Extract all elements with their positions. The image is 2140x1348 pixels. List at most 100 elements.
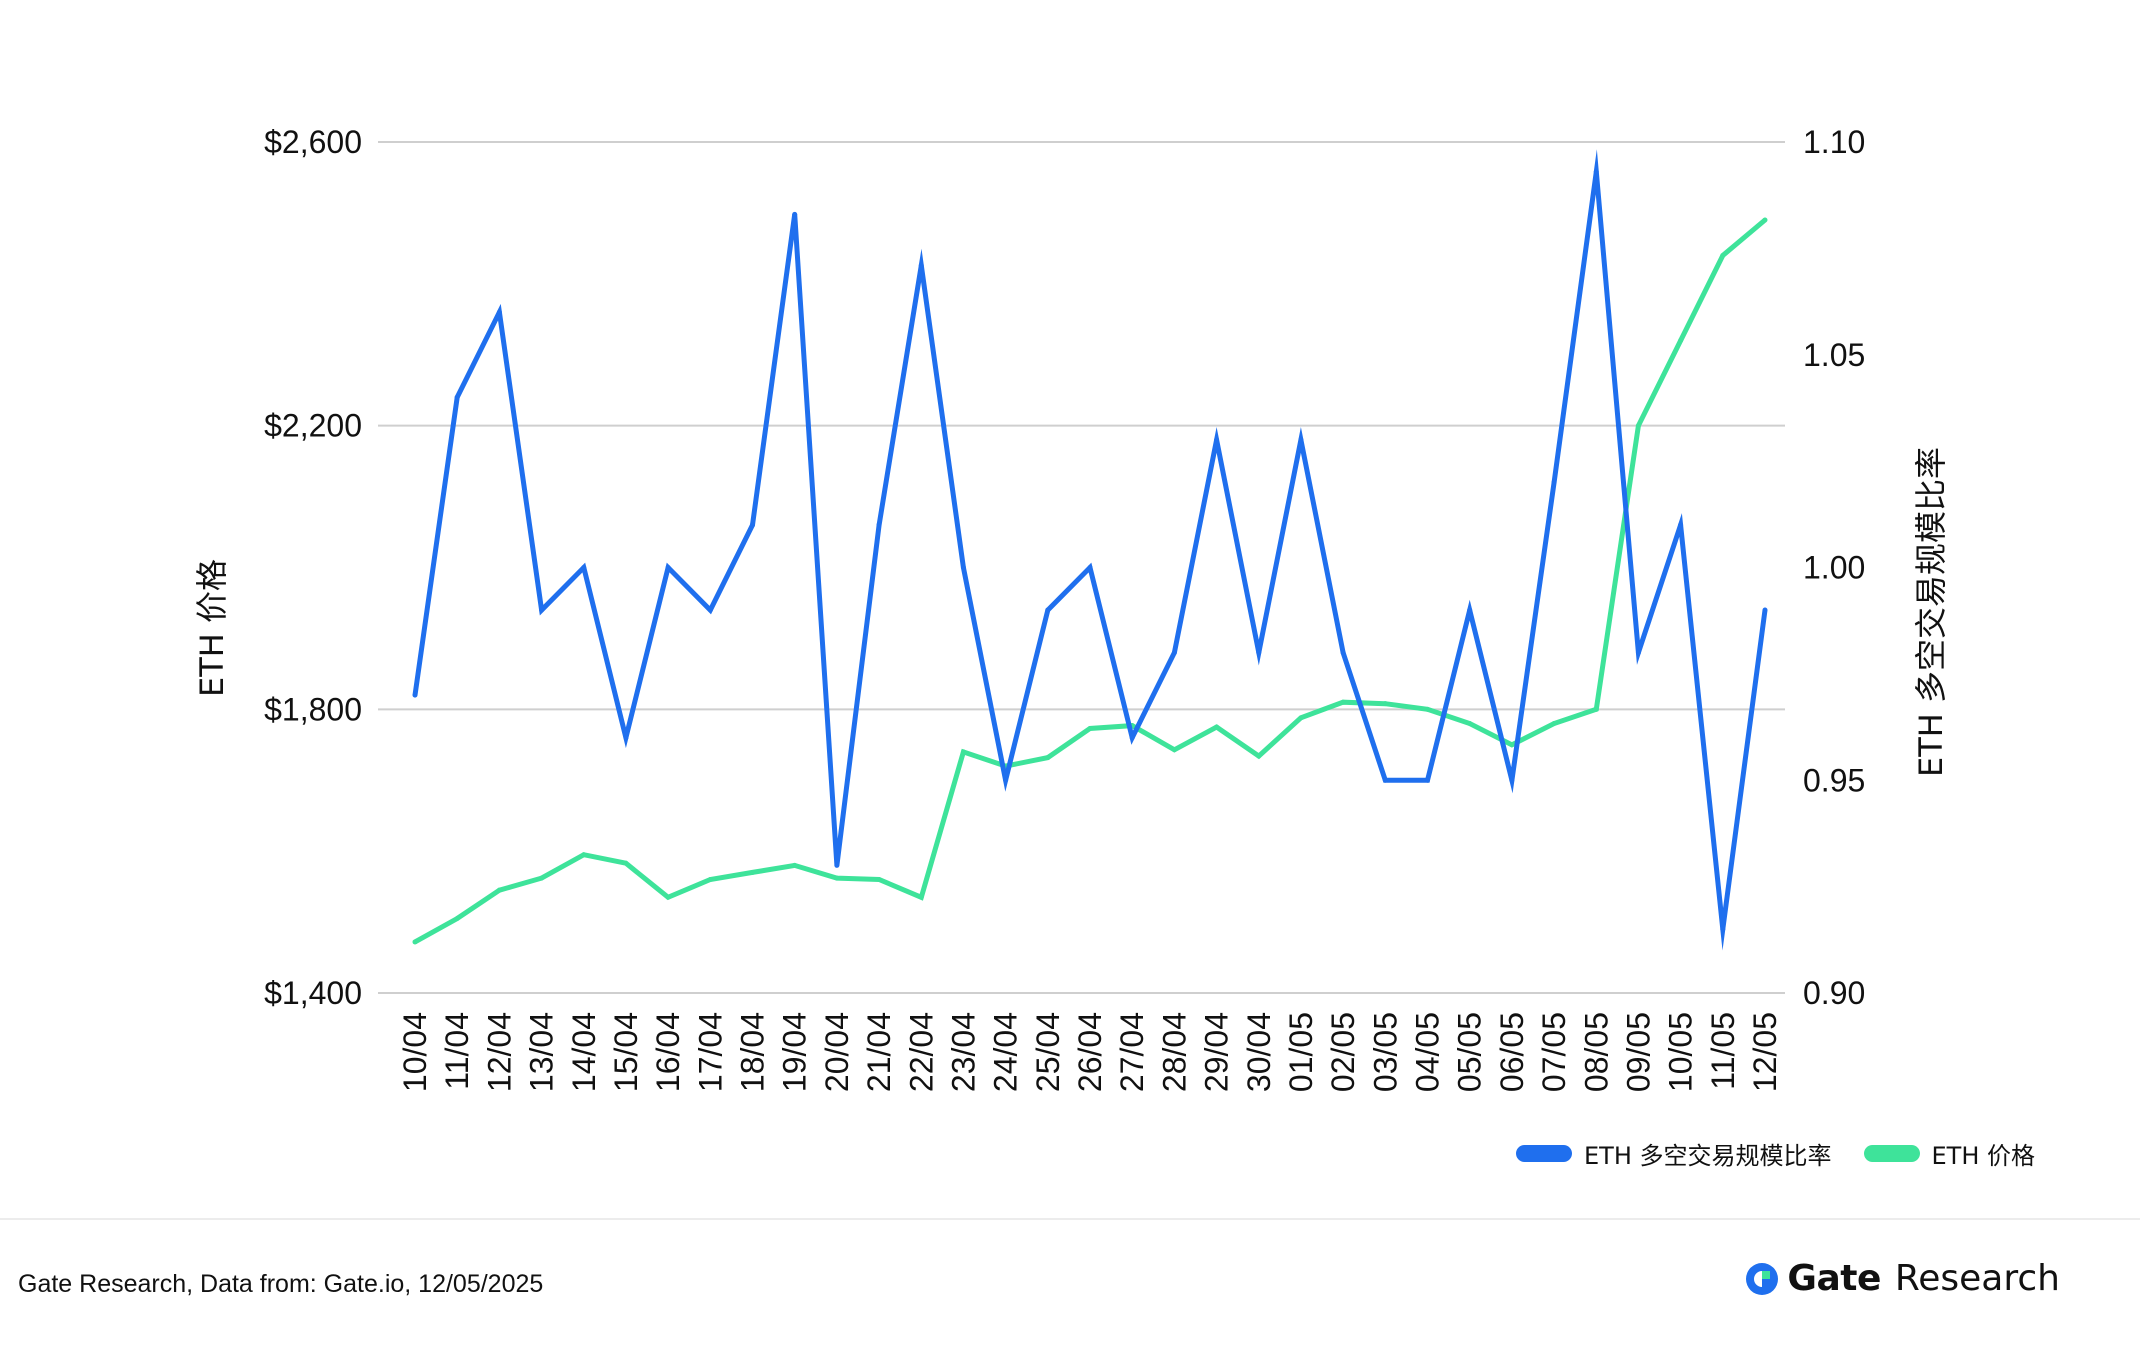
x-tick-label: 02/05 [1325,1012,1361,1092]
data-point-ratio [1382,777,1388,783]
data-point-price [1678,338,1684,344]
right-tick-label: 0.95 [1803,762,1865,798]
x-tick-label: 04/05 [1410,1012,1446,1092]
legend-item-price[interactable]: ETH 价格 [1863,1136,2036,1171]
series-line-ratio [412,149,1768,951]
data-point-ratio [581,565,587,570]
data-point-ratio [623,735,629,741]
data-point-price [623,860,629,866]
data-point-price [876,877,882,883]
right-axis-title: ETH 多空交易规模比率 [1912,447,1950,777]
data-point-ratio [1045,607,1051,613]
data-point-ratio [1593,169,1599,175]
data-point-price [1509,742,1515,748]
x-tick-label: 21/04 [861,1012,897,1092]
data-point-price [1551,721,1557,727]
footer-divider [0,1218,2140,1220]
legend-swatch-ratio [1516,1145,1572,1162]
data-point-price [1720,252,1726,258]
grid-lines [378,141,1785,994]
data-point-ratio [1509,777,1515,783]
x-tick-label: 18/04 [735,1012,771,1092]
left-axis-title: ETH 价格 [193,559,231,697]
legend-swatch-price [1863,1145,1920,1162]
data-point-price [834,875,840,881]
data-point-price [1340,699,1346,705]
data-point-price [539,875,545,881]
x-tick-label: 05/05 [1452,1012,1488,1092]
data-point-price [1256,753,1262,759]
data-point-ratio [1003,777,1009,783]
data-point-price [454,916,460,922]
x-tick-label: 15/04 [608,1012,644,1092]
data-point-price [750,869,755,875]
right-axis-ticks: 0.90 0.95 1.00 1.05 1.10 [1803,124,1865,1011]
data-point-price [1467,721,1473,727]
left-tick-label: $1,800 [264,691,362,727]
data-point-ratio [539,607,545,613]
data-point-ratio [960,565,966,570]
data-point-ratio [412,692,418,698]
data-point-ratio [1467,607,1473,613]
data-point-ratio [1340,650,1346,656]
data-point-ratio [1214,437,1220,443]
right-tick-label: 1.00 [1803,550,1865,586]
data-point-price [707,877,713,883]
legend-label-ratio: ETH 多空交易规模比率 [1584,1142,1832,1170]
gate-logo-icon [1746,1262,1779,1295]
x-tick-label: 10/04 [397,1012,433,1092]
x-tick-label: 25/04 [1030,1012,1066,1092]
x-tick-label: 28/04 [1156,1012,1192,1092]
x-tick-label: 22/04 [903,1012,939,1092]
x-tick-label: 11/05 [1705,1012,1741,1090]
data-point-ratio [1678,522,1684,528]
data-point-price [1045,755,1051,761]
data-point-ratio [876,522,882,528]
data-point-ratio [1762,607,1768,613]
data-point-ratio [792,211,798,217]
x-tick-label: 26/04 [1072,1012,1108,1092]
x-tick-label: 23/04 [945,1012,981,1092]
x-tick-label: 03/05 [1367,1012,1403,1092]
data-point-ratio [1129,735,1135,741]
footer-source: Gate Research, Data from: Gate.io, 12/05… [18,1270,544,1298]
x-tick-label: 19/04 [777,1012,813,1092]
data-point-ratio [1635,650,1641,656]
data-point-price [1214,724,1220,730]
data-point-ratio [1256,650,1262,656]
data-point-price [1298,715,1304,721]
x-tick-label: 06/05 [1494,1012,1530,1092]
legend-item-ratio[interactable]: ETH 多空交易规模比率 [1516,1136,1832,1171]
x-tick-label: 27/04 [1114,1012,1150,1092]
x-tick-label: 07/05 [1536,1012,1572,1092]
data-point-ratio [1425,777,1430,783]
x-tick-label: 09/05 [1620,1012,1656,1092]
left-tick-label: $1,400 [264,975,362,1011]
data-point-price [1762,217,1768,223]
gate-research-logo: Gate Research [1743,1258,2060,1299]
x-tick-label: 20/04 [819,1012,855,1092]
series-line-price [413,218,1767,945]
data-point-ratio [454,394,460,400]
data-point-price [1171,747,1177,753]
data-point-ratio [496,309,502,315]
data-point-price [792,862,798,868]
legend-label-price: ETH 价格 [1931,1142,2036,1170]
series-layer [412,149,1768,951]
data-point-ratio [834,862,840,868]
data-point-price [1382,701,1388,707]
data-point-price [1087,725,1093,731]
left-axis-ticks: $1,400 $1,800 $2,200 $2,600 [264,124,362,1011]
data-point-ratio [750,522,755,528]
x-tick-label: 08/05 [1578,1012,1614,1092]
data-point-price [496,887,502,893]
data-point-ratio [707,607,713,613]
left-tick-label: $2,200 [264,408,362,444]
chart-legend: ETH 多空交易规模比率 ETH 价格 [1516,1136,2035,1171]
x-tick-label: 11/04 [439,1012,475,1090]
data-point-ratio [1298,437,1304,443]
data-point-ratio [1087,565,1093,570]
right-tick-label: 0.90 [1803,975,1865,1011]
data-point-price [1635,423,1641,429]
